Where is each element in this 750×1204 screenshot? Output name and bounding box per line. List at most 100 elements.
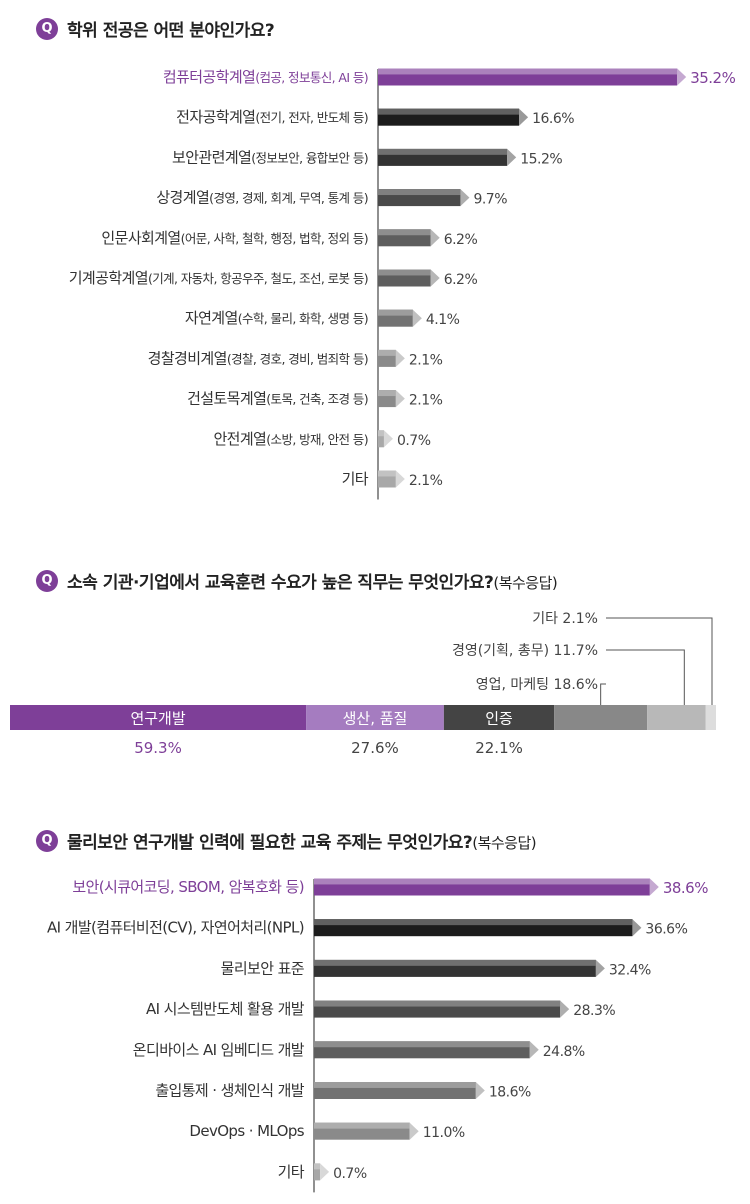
value-label: 38.6% xyxy=(663,879,708,897)
bar-row: 온디바이스 AI 임베디드 개발 24.8% xyxy=(133,1041,586,1060)
bar-row: 자연계열(수학, 물리, 화학, 생명 등) 4.1% xyxy=(185,309,460,328)
bar-bevel xyxy=(378,108,520,115)
category-label: 기타 xyxy=(278,1163,305,1181)
bar-row: 물리보안 표준 32.4% xyxy=(221,959,652,978)
value-label: 0.7% xyxy=(333,1166,367,1182)
value-label: 6.2% xyxy=(444,272,478,288)
bar-bevel xyxy=(378,269,431,276)
category-label: 기계공학계열(기계, 자동차, 항공우주, 철도, 조선, 로봇 등) xyxy=(69,269,368,287)
value-label: 0.7% xyxy=(397,433,431,449)
chart-title-demand-text: 소속 기관·기업에서 교육훈련 수요가 높은 직무는 무엇인가요? xyxy=(67,573,494,593)
stack-segment xyxy=(10,705,307,730)
question-header-topics: Q 물리보안 연구개발 인력에 필요한 교육 주제는 무엇인가요?(복수응답) xyxy=(36,828,537,853)
bar-tip xyxy=(507,148,517,166)
value-label: 9.7% xyxy=(473,192,507,208)
callout-label: 기타 2.1% xyxy=(532,611,598,627)
segment-callout: 경영(기획, 총무) 11.7% xyxy=(452,643,685,705)
stack-segment xyxy=(705,705,716,730)
value-label: 28.3% xyxy=(573,1003,615,1019)
stack-segment xyxy=(554,705,648,730)
question-header-major: Q 학위 전공은 어떤 분야인가요? xyxy=(36,16,275,41)
bar-row: 안전계열(소방, 방재, 안전 등) 0.7% xyxy=(213,430,431,449)
bar-bevel xyxy=(314,878,650,885)
category-label: AI 개발(컴퓨터비전(CV), 자연어처리(NPL) xyxy=(47,919,304,937)
bar-bevel xyxy=(314,1122,410,1129)
segment-label: 연구개발 xyxy=(130,710,185,728)
bar-bevel xyxy=(378,390,396,397)
category-label: 건설토목계열(토목, 건축, 조경 등) xyxy=(187,390,368,408)
value-label: 16.6% xyxy=(532,111,574,127)
bar-tip xyxy=(649,878,659,896)
bar-tip xyxy=(412,309,422,327)
bar-tip xyxy=(529,1041,539,1059)
stack-segment xyxy=(647,705,706,730)
bar-tip xyxy=(395,470,405,488)
bar-bevel xyxy=(378,349,396,356)
bar-tip xyxy=(632,919,642,937)
chart-title-demand: 소속 기관·기업에서 교육훈련 수요가 높은 직무는 무엇인가요?(복수응답) xyxy=(67,568,558,593)
chart-demand: 연구개발 59.3% 생산, 품질 27.6% 인증 22.1% 영업, 마케팅 18.6%… xyxy=(10,611,716,757)
callout-label: 영업, 마케팅 18.6% xyxy=(476,677,598,693)
bar-bevel xyxy=(378,229,431,236)
chart-title-topics: 물리보안 연구개발 인력에 필요한 교육 주제는 무엇인가요?(복수응답) xyxy=(67,828,537,853)
category-label: 전자공학계열(전기, 전자, 반도체 등) xyxy=(176,108,368,126)
bar-tip xyxy=(409,1122,419,1140)
category-label: DevOps · MLOps xyxy=(189,1122,304,1140)
callout-line xyxy=(606,649,685,705)
category-label: 보안관련계열(정보보안, 융합보안 등) xyxy=(172,148,368,166)
bar-bevel xyxy=(378,189,461,196)
callout-line xyxy=(606,617,713,705)
callout-label: 경영(기획, 총무) 11.7% xyxy=(452,643,598,659)
category-label: 인문사회계열(어문, 사학, 철학, 행정, 법학, 정외 등) xyxy=(101,229,368,247)
bar-tip xyxy=(395,390,405,408)
chart-title-major: 학위 전공은 어떤 분야인가요? xyxy=(67,21,275,41)
bar-row: AI 개발(컴퓨터비전(CV), 자연어처리(NPL) 36.6% xyxy=(47,919,688,938)
bar-row: 기타 2.1% xyxy=(342,470,444,489)
bar-bevel xyxy=(314,1082,476,1088)
chart-title-topics-suffix: (복수응답) xyxy=(472,834,537,852)
bar-tip xyxy=(460,189,470,207)
bar-row: 출입통제 · 생체인식 개발 18.6% xyxy=(155,1082,531,1101)
bar-tip xyxy=(395,349,405,367)
segment-value: 59.3% xyxy=(134,739,182,757)
bar-row: 기타 0.7% xyxy=(278,1163,368,1182)
q-badge-icon: Q xyxy=(36,569,58,592)
bar-tip xyxy=(320,1163,330,1181)
bar-bevel xyxy=(314,1163,321,1170)
bar-row: 인문사회계열(어문, 사학, 철학, 행정, 법학, 정외 등) 6.2% xyxy=(101,229,478,248)
bar-tip xyxy=(519,108,529,126)
bar-row: 전자공학계열(전기, 전자, 반도체 등) 16.6% xyxy=(176,108,575,127)
segment-label: 인증 xyxy=(485,710,513,728)
chart-section-demand: Q 소속 기관·기업에서 교육훈련 수요가 높은 직무는 무엇인가요?(복수응답… xyxy=(10,568,716,757)
value-label: 15.2% xyxy=(520,151,562,167)
category-label: 물리보안 표준 xyxy=(221,959,305,977)
bar-row: 보안(시큐어코딩, SBOM, 암복호화 등) 38.6% xyxy=(72,878,708,897)
bar xyxy=(378,430,384,448)
bar-bevel xyxy=(378,430,384,437)
value-label: 4.1% xyxy=(426,312,460,328)
value-label: 2.1% xyxy=(409,473,443,489)
bar-bevel xyxy=(378,309,413,316)
q-badge-icon: Q xyxy=(36,829,58,852)
bar-bevel xyxy=(314,1000,561,1007)
value-label: 32.4% xyxy=(609,962,651,978)
value-label: 18.6% xyxy=(489,1085,531,1101)
bar-bevel xyxy=(378,470,396,477)
segment-value: 27.6% xyxy=(351,739,399,757)
bar-tip xyxy=(430,269,440,287)
chart-title-topics-text: 물리보안 연구개발 인력에 필요한 교육 주제는 무엇인가요? xyxy=(67,833,473,853)
bar-bevel xyxy=(378,68,678,75)
category-label: 기타 xyxy=(342,470,369,488)
bar-row: 건설토목계열(토목, 건축, 조경 등) 2.1% xyxy=(187,390,443,409)
category-label: 자연계열(수학, 물리, 화학, 생명 등) xyxy=(185,309,368,327)
category-label: 온디바이스 AI 임베디드 개발 xyxy=(133,1041,305,1059)
bar-row: DevOps · MLOps 11.0% xyxy=(189,1122,465,1141)
bar-row: 보안관련계열(정보보안, 융합보안 등) 15.2% xyxy=(172,148,563,167)
bar-tip xyxy=(383,430,393,448)
bar-bevel xyxy=(314,1041,530,1048)
bar-tip xyxy=(595,959,605,977)
chart-major: 컴퓨터공학계열(컴공, 정보통신, AI 등) 35.2% 전자공학계열(전기, 전… xyxy=(69,68,736,500)
q-badge-icon: Q xyxy=(36,17,58,40)
value-label: 6.2% xyxy=(444,232,478,248)
